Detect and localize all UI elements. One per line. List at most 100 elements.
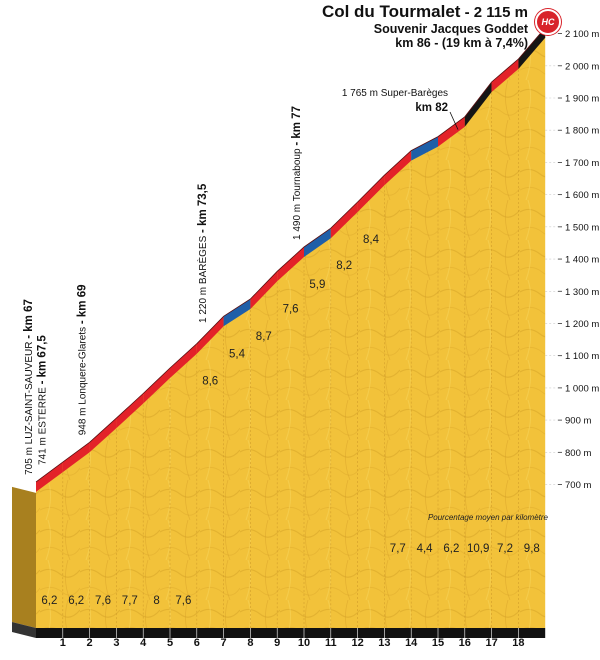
km-tick-label: 7 (221, 637, 227, 649)
road-segment-red (170, 343, 197, 378)
ytick-label: 1 700 m (565, 158, 599, 169)
gradient-label: 7,6 (283, 303, 299, 315)
climb-altitude: - 2 115 m (460, 4, 528, 21)
road-segment-red (384, 150, 412, 186)
souvenir-label: Souvenir Jacques Goddet (373, 21, 528, 36)
gradient-label: 6,2 (41, 595, 57, 607)
road-segment-red (357, 175, 385, 212)
gradient-label: 5,4 (229, 348, 246, 360)
road-segment-black (518, 27, 546, 69)
waypoint-label: 1 220 m BARÈGES - km 73,5 (196, 183, 209, 323)
waypoint-text: 948 m Lonquere-Glarets - km 69 (77, 284, 89, 435)
gradient-label: 7,7 (390, 543, 406, 555)
ytick-label: 1 600 m (565, 190, 599, 201)
gradient-label: 8,4 (363, 234, 380, 246)
climb-name: Col du Tourmalet (321, 2, 461, 21)
road-segment-red (250, 271, 278, 309)
ytick-label: 1 100 m (565, 351, 599, 362)
km-tick-label: 4 (140, 637, 147, 649)
profile-base (36, 628, 546, 638)
gradient-label: 6,2 (443, 543, 459, 555)
gradient-label: 7,6 (175, 595, 191, 607)
gradient-label: 8,7 (256, 331, 272, 343)
ytick-label: 1 400 m (565, 255, 599, 266)
gradient-label: 10,9 (467, 543, 489, 555)
waypoint-label: 1 490 m Tournaboup - km 77 (291, 106, 303, 240)
km-tick-label: 9 (274, 637, 280, 649)
km-tick-label: 14 (405, 637, 418, 649)
waypoint-text: 705 m LUZ-SAINT-SAUVEUR - km 67 (23, 299, 35, 475)
waypoint-leader (449, 111, 459, 130)
ytick-label: 800 m (565, 448, 591, 459)
road-segment-red (62, 442, 90, 473)
km-tick-label: 17 (485, 637, 497, 649)
ytick-label: 1 900 m (565, 94, 599, 105)
gradient-label: 7,6 (95, 595, 111, 607)
road-segment-red (36, 462, 63, 492)
waypoint-altitude: 1 220 m BARÈGES (196, 233, 209, 323)
waypoint-km: - km 77 (291, 106, 303, 146)
road-segment-red (438, 116, 465, 147)
road-segment-black (464, 82, 492, 127)
road-segment-red (491, 59, 519, 92)
ytick-label: 1 000 m (565, 383, 599, 394)
km-tick-label: 13 (378, 637, 390, 649)
gradient-label: 9,8 (524, 543, 540, 555)
km-tick-label: 15 (432, 637, 444, 649)
km-tick-label: 10 (298, 637, 310, 649)
gradient-label: 8 (153, 595, 159, 607)
terrain-fill (36, 28, 546, 629)
profile-base-side (12, 622, 36, 638)
road-segment-red (277, 247, 304, 282)
road-profile (12, 27, 546, 638)
waypoint-text: 1 490 m Tournaboup - km 77 (291, 106, 303, 240)
gradient-note: Pourcentage moyen par kilomètre (428, 513, 549, 522)
waypoint-km: - km 69 (77, 284, 89, 324)
ytick-label: 2 000 m (565, 61, 599, 72)
altitude-gridlines (545, 33, 558, 485)
page-title: Col du Tourmalet - 2 115 m (322, 2, 528, 22)
gradient-label: 8,6 (202, 376, 218, 388)
category-badge: HC (535, 9, 561, 35)
gradient-label: 4,4 (417, 543, 434, 555)
waypoint-label: 948 m Lonquere-Glarets - km 69 (77, 284, 89, 435)
km-tick-label: 5 (167, 637, 173, 649)
km-axis: 1 2 3 4 5 6 7 8 9 10 11 12 13 14 15 16 17 18 (60, 628, 525, 649)
road-segment-red (116, 393, 144, 429)
waypoint-altitude: 705 m LUZ-SAINT-SAUVEUR (24, 339, 35, 475)
road-segment-red (143, 368, 170, 404)
gradient-label: 5,9 (309, 279, 325, 291)
road-segment-red (89, 418, 117, 453)
waypoint-text: 1 220 m BARÈGES - km 73,5 (196, 183, 209, 323)
gradient-labels: 6,2 6,2 7,6 7,7 8 7,6 8,6 5,4 8,7 7,6 5,9 8,2 8,4 7,7… (41, 234, 539, 607)
road-segment-blue (223, 299, 251, 327)
km-tick-label: 3 (113, 637, 119, 649)
waypoint-text: 741 m ESTERRE - km 67,5 (36, 335, 48, 465)
gradient-label: 8,2 (336, 260, 352, 272)
waypoint-altitude: 948 m Lonquere-Glarets (78, 324, 89, 435)
ytick-label: 900 m (565, 416, 591, 427)
ytick-label: 1 200 m (565, 319, 599, 330)
waypoint-label: 705 m LUZ-SAINT-SAUVEUR - km 67 (23, 299, 35, 475)
km-tick-label: 1 (60, 637, 66, 649)
waypoint-km: - km 73,5 (197, 183, 209, 233)
waypoint-altitude: 1 490 m Tournaboup (292, 146, 303, 240)
km-tick-label: 11 (325, 637, 337, 649)
gradient-label: 7,7 (122, 595, 138, 607)
waypoint-km: - km 67 (23, 299, 35, 339)
title-block: Col du Tourmalet - 2 115 m Souvenir Jacq… (322, 2, 528, 50)
km-tick-label: 6 (194, 637, 200, 649)
ytick-label: 2 100 m (565, 29, 599, 40)
waypoint-km: km 82 (415, 102, 448, 114)
road-segment-blue (304, 228, 331, 257)
ytick-label: 1 500 m (565, 222, 599, 233)
terrain-area (36, 28, 546, 629)
gradient-label: 7,2 (497, 543, 513, 555)
gradient-label: 6,2 (68, 595, 84, 607)
km-tick-label: 2 (87, 637, 93, 649)
altitude-axis: 700 m 800 m 900 m 1 000 m 1 100 m 1 200 m 1 30… (558, 29, 599, 491)
km-info: km 86 - (19 km à 7,4%) (395, 35, 528, 50)
km-tick-label: 12 (351, 637, 363, 649)
